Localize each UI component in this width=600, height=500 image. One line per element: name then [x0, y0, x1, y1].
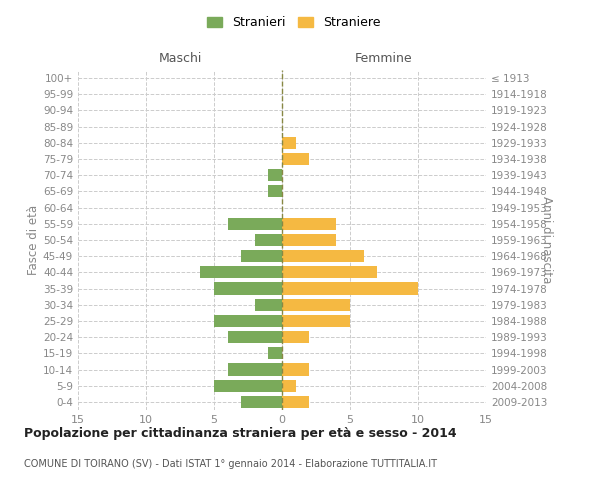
Bar — [282, 218, 337, 230]
Bar — [282, 137, 296, 149]
Bar — [227, 218, 282, 230]
Y-axis label: Fasce di età: Fasce di età — [27, 205, 40, 275]
Bar — [282, 364, 309, 376]
Bar — [282, 298, 350, 311]
Bar — [282, 266, 377, 278]
Bar — [268, 186, 282, 198]
Bar — [241, 250, 282, 262]
Bar — [214, 380, 282, 392]
Bar — [227, 331, 282, 343]
Bar — [282, 380, 296, 392]
Legend: Stranieri, Straniere: Stranieri, Straniere — [202, 11, 386, 34]
Y-axis label: Anni di nascita: Anni di nascita — [540, 196, 553, 284]
Text: Femmine: Femmine — [355, 52, 413, 65]
Bar — [241, 396, 282, 408]
Bar — [200, 266, 282, 278]
Bar — [268, 169, 282, 181]
Bar — [255, 298, 282, 311]
Bar — [214, 315, 282, 327]
Text: COMUNE DI TOIRANO (SV) - Dati ISTAT 1° gennaio 2014 - Elaborazione TUTTITALIA.IT: COMUNE DI TOIRANO (SV) - Dati ISTAT 1° g… — [24, 459, 437, 469]
Bar — [255, 234, 282, 246]
Bar — [214, 282, 282, 294]
Bar — [268, 348, 282, 360]
Bar — [282, 153, 309, 165]
Bar — [282, 250, 364, 262]
Bar — [282, 396, 309, 408]
Bar — [282, 282, 418, 294]
Bar — [282, 315, 350, 327]
Text: Popolazione per cittadinanza straniera per età e sesso - 2014: Popolazione per cittadinanza straniera p… — [24, 428, 457, 440]
Bar — [227, 364, 282, 376]
Bar — [282, 331, 309, 343]
Text: Maschi: Maschi — [158, 52, 202, 65]
Bar — [282, 234, 337, 246]
